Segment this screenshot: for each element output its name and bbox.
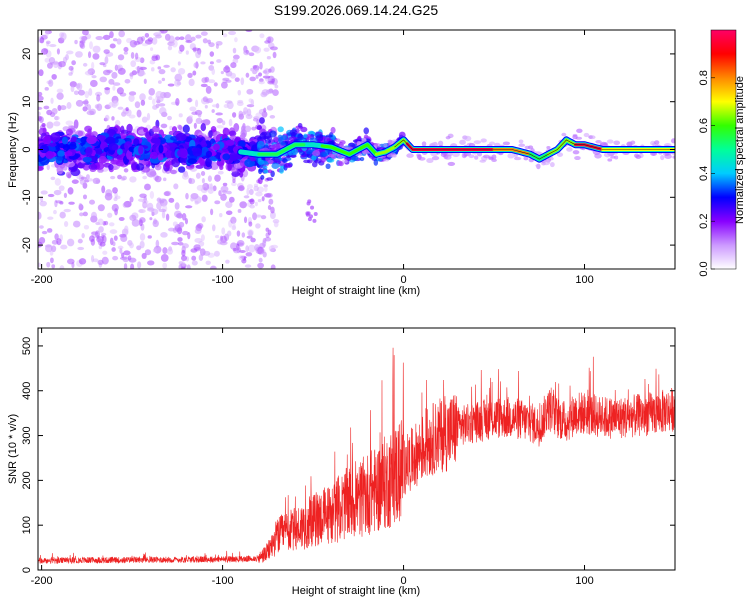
colorbar-scale <box>710 29 737 270</box>
colorbar-ticks: 0.0 0.2 0.4 0.6 0.8 <box>698 70 715 277</box>
snr-x-tick-label: -100 <box>212 575 234 587</box>
spectrogram-y-tick-label: 0 <box>21 146 33 152</box>
colorbar-tick-label: 0.2 <box>698 214 710 229</box>
colorbar-tick-label: 0.0 <box>698 261 710 276</box>
snr-x-label: Height of straight line (km) <box>292 585 420 597</box>
chart-title: S199.2026.069.14.24.G25 <box>274 2 438 18</box>
snr-y-tick-label: 500 <box>21 337 33 355</box>
spectrogram-x-tick-label: 100 <box>575 274 593 286</box>
spectrogram-y-tick-label: 20 <box>21 48 33 60</box>
snr-y-axis: 0 100 200 300 400 500 <box>21 337 675 573</box>
colorbar: 0.0 0.2 0.4 0.6 0.8 Normalized spectral ampl… <box>698 29 746 277</box>
spectrogram-y-label: Frequency (Hz) <box>7 112 19 188</box>
snr-y-tick-label: 200 <box>21 471 33 489</box>
colorbar-tick-label: 0.6 <box>698 118 710 133</box>
snr-x-tick-label: -200 <box>31 575 53 587</box>
spectrogram-x-tick-label: -100 <box>212 274 234 286</box>
snr-x-tick-label: 100 <box>575 575 593 587</box>
snr-panel: -200 -100 0 100 0 100 200 300 400 500 Height of … <box>7 327 676 597</box>
spectrogram-y-axis: -20 -10 0 10 20 <box>21 48 675 253</box>
colorbar-tick-label: 0.8 <box>698 70 710 85</box>
colorbar-tick-label: 0.4 <box>698 166 710 181</box>
colorbar-label: Normalized spectral amplitude <box>734 76 746 224</box>
snr-y-tick-label: 300 <box>21 426 33 444</box>
snr-y-label: SNR (10 * v/v) <box>7 414 19 484</box>
snr-frame <box>37 327 676 571</box>
spectrogram-y-tick-label: -20 <box>21 237 33 253</box>
snr-x-tick-label: 0 <box>400 575 406 587</box>
spectrogram-x-axis: -200 -100 0 100 <box>31 30 594 286</box>
spectrogram-x-tick-label: 0 <box>400 274 406 286</box>
spectrogram-heat-layer <box>38 30 675 269</box>
spectrogram-x-label: Height of straight line (km) <box>292 285 420 297</box>
spectrogram-y-tick-label: 10 <box>21 96 33 108</box>
snr-line-layer <box>38 347 675 565</box>
snr-x-axis: -200 -100 0 100 <box>31 328 594 587</box>
snr-y-tick-label: 100 <box>21 516 33 534</box>
snr-y-tick-label: 400 <box>21 382 33 400</box>
snr-y-tick-label: 0 <box>21 567 33 573</box>
spectrogram-y-tick-label: -10 <box>21 189 33 205</box>
spectrogram-x-tick-label: -200 <box>31 274 53 286</box>
snr-background <box>38 328 675 570</box>
snr-series-line <box>38 347 675 565</box>
